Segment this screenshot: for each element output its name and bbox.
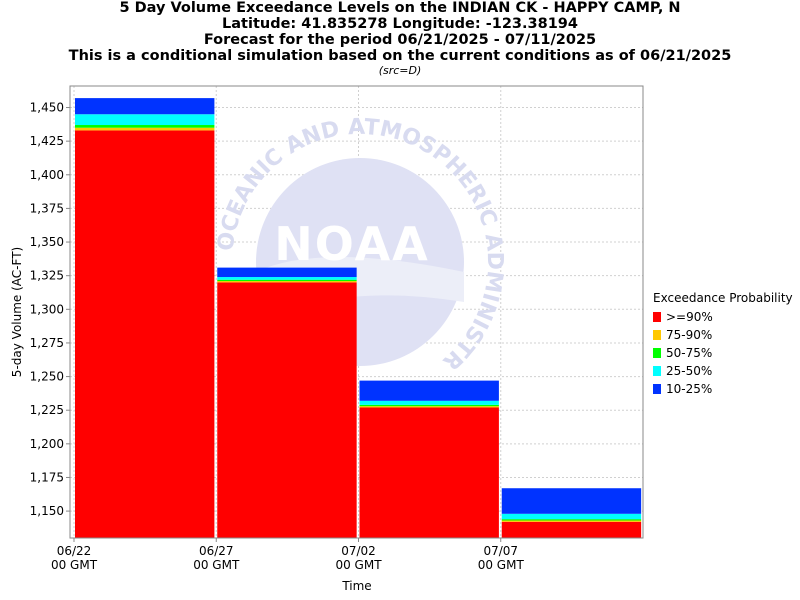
bar-segment [217, 267, 357, 278]
plot-border [69, 85, 644, 539]
legend-item: 50-75% [653, 344, 793, 362]
simulation-note: This is a conditional simulation based o… [68, 48, 732, 64]
legend-swatch [653, 348, 661, 358]
legend-item: 10-25% [653, 380, 793, 398]
bars [75, 98, 642, 538]
bar-group [217, 267, 357, 538]
bar-segment [359, 407, 499, 538]
source-note: (src=D) [378, 64, 422, 77]
x-tick-label-date: 07/02 [341, 544, 376, 558]
y-tick-label: 1,400 [30, 168, 64, 182]
legend-swatch [653, 366, 661, 376]
bar-segment [217, 281, 357, 283]
legend-swatch [653, 384, 661, 394]
bar-segment [501, 520, 642, 522]
forecast-period: Forecast for the period 06/21/2025 - 07/… [203, 32, 597, 48]
x-tick-label-time: 00 GMT [335, 558, 382, 572]
bar-segment [75, 114, 215, 126]
legend: Exceedance Probability >=90% 75-90% 50-75%… [653, 289, 793, 398]
legend-item: 75-90% [653, 326, 793, 344]
legend-items: >=90% 75-90% 50-75% 25-50% 10-25% [653, 308, 793, 398]
y-tick-label: 1,325 [30, 269, 64, 283]
x-tick-label-date: 06/22 [57, 544, 92, 558]
y-tick-label: 1,175 [30, 470, 64, 484]
bar-segment [501, 513, 642, 520]
x-tick-label-time: 00 GMT [51, 558, 98, 572]
bar-segment [217, 279, 357, 282]
x-tick-label-date: 06/27 [199, 544, 234, 558]
chart-title-block: 5 Day Volume Exceedance Levels on the IN… [0, 0, 800, 78]
legend-item: 25-50% [653, 362, 793, 380]
bar-segment [501, 488, 642, 514]
y-tick-label: 1,450 [30, 101, 64, 115]
bar-segment [501, 519, 642, 521]
legend-label: >=90% [666, 310, 713, 324]
y-axis-label: 5-day Volume (AC-FT) [10, 247, 24, 377]
x-axis-label: Time [341, 579, 371, 593]
grid-lines [70, 86, 643, 538]
y-tick-label: 1,150 [30, 504, 64, 518]
bar-segment [75, 130, 215, 538]
bar-segment [359, 400, 499, 405]
legend-label: 25-50% [666, 364, 713, 378]
y-tick-label: 1,300 [30, 302, 64, 316]
bar-segment [217, 277, 357, 280]
bar-group [75, 98, 215, 538]
y-tick-label: 1,200 [30, 437, 64, 451]
y-tick-label: 1,275 [30, 336, 64, 350]
legend-title: Exceedance Probability [653, 291, 793, 305]
y-tick-label: 1,225 [30, 403, 64, 417]
x-tick-label-date: 07/07 [483, 544, 518, 558]
y-tick-label: 1,350 [30, 235, 64, 249]
location-coordinates: Latitude: 41.835278 Longitude: -123.3819… [222, 16, 578, 32]
y-tick-label: 1,250 [30, 370, 64, 384]
bar-group [501, 488, 642, 538]
bar-segment [359, 380, 499, 401]
bar-segment [217, 282, 357, 538]
legend-label: 75-90% [666, 328, 713, 342]
bar-segment [501, 521, 642, 538]
bar-segment [75, 127, 215, 131]
bar-group [359, 380, 499, 538]
bar-segment [359, 406, 499, 408]
bar-segment [75, 98, 215, 115]
bar-segment [75, 125, 215, 128]
x-tick-label-time: 00 GMT [193, 558, 240, 572]
y-tick-label: 1,375 [30, 201, 64, 215]
legend-swatch [653, 330, 661, 340]
y-axis: 1,150 1,175 1,200 1,225 1,250 1,275 1,300 1,325… [30, 101, 70, 518]
legend-label: 50-75% [666, 346, 713, 360]
y-tick-label: 1,425 [30, 134, 64, 148]
bar-segment [359, 404, 499, 407]
legend-label: 10-25% [666, 382, 713, 396]
legend-swatch [653, 312, 661, 322]
watermark-logo-text: NOAA [274, 217, 430, 271]
chart-title: 5 Day Volume Exceedance Levels on the IN… [119, 0, 681, 16]
legend-item: >=90% [653, 308, 793, 326]
x-tick-label-time: 00 GMT [478, 558, 525, 572]
